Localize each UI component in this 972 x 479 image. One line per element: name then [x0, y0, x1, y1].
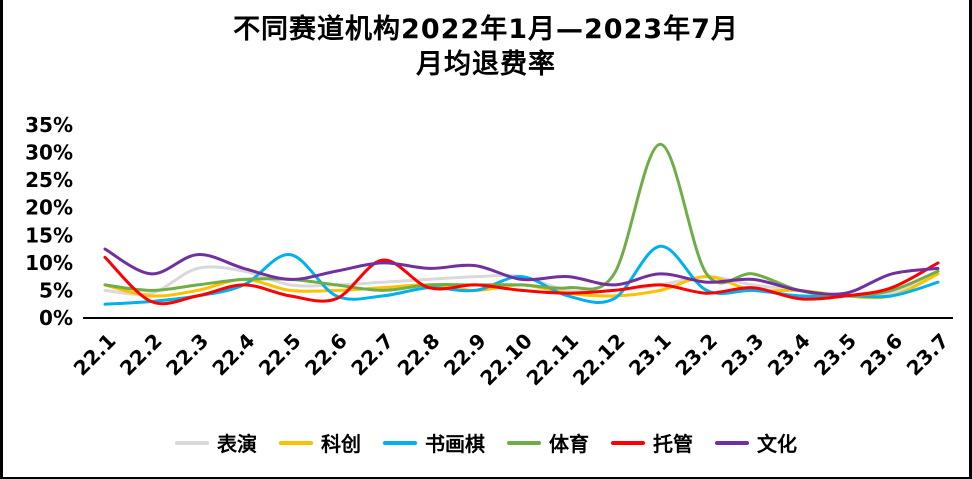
legend-item: 托管 [611, 428, 693, 457]
legend-item: 科创 [279, 428, 361, 457]
x-axis-label: 23.7 [902, 329, 954, 381]
legend-swatch [279, 440, 313, 445]
x-axis-label: 22.5 [254, 329, 306, 381]
legend-label: 文化 [757, 432, 797, 456]
legend-label: 书画棋 [425, 432, 485, 456]
legend-swatch [175, 440, 209, 445]
x-axis-label: 23.2 [670, 329, 722, 381]
x-axis-label: 22.8 [393, 329, 445, 381]
chart-title: 不同赛道机构2022年1月—2023年7月 [233, 14, 739, 45]
x-axis-label: 22.12 [568, 329, 630, 391]
y-axis-label: 5% [39, 278, 73, 302]
y-axis-label: 30% [25, 141, 73, 165]
x-axis-label: 22.3 [161, 329, 213, 381]
x-axis-label: 22.7 [346, 329, 398, 381]
x-axis-label: 23.5 [809, 329, 861, 381]
legend-swatch [611, 440, 645, 445]
x-axis-label: 22.11 [522, 329, 584, 391]
x-axis-label: 23.1 [624, 329, 676, 381]
y-axis-label: 10% [25, 251, 73, 275]
x-axis-label: 22.10 [475, 329, 537, 391]
y-axis-label: 20% [25, 196, 73, 220]
x-axis-label: 22.2 [115, 329, 167, 381]
legend-swatch [507, 440, 541, 445]
legend-label: 体育 [549, 432, 589, 456]
legend-item: 文化 [715, 428, 797, 457]
y-axis-label: 35% [25, 113, 73, 137]
y-axis-label: 0% [39, 306, 73, 330]
x-axis-label: 23.6 [855, 329, 907, 381]
x-axis-label: 22.6 [300, 329, 352, 381]
chart-legend: 表演 科创 书画棋 体育 托管 文化 [3, 428, 969, 457]
x-axis-label: 23.4 [763, 329, 815, 381]
legend-item: 书画棋 [383, 428, 485, 457]
legend-label: 科创 [321, 432, 361, 456]
series-line-3 [103, 142, 940, 298]
chart-title-block: 不同赛道机构2022年1月—2023年7月 月均退费率 [3, 0, 969, 96]
legend-item: 表演 [175, 428, 257, 457]
x-axis-label: 22.1 [69, 329, 121, 381]
legend-swatch [715, 440, 749, 445]
x-axis-label: 23.3 [717, 329, 769, 381]
series-line-4 [103, 255, 940, 306]
y-axis-label: 25% [25, 168, 73, 192]
legend-label: 表演 [217, 432, 257, 456]
chart-subtitle: 月均退费率 [416, 49, 556, 81]
legend-label: 托管 [653, 432, 693, 456]
series-line-5 [103, 247, 940, 296]
line-chart-plot: 0%5%10%15%20%25%30%35%22.122.222.322.422… [25, 113, 954, 391]
x-axis-label: 22.4 [207, 329, 259, 381]
legend-item: 体育 [507, 428, 589, 457]
y-axis-label: 15% [25, 223, 73, 247]
series-line-2 [103, 244, 940, 306]
legend-swatch [383, 440, 417, 445]
